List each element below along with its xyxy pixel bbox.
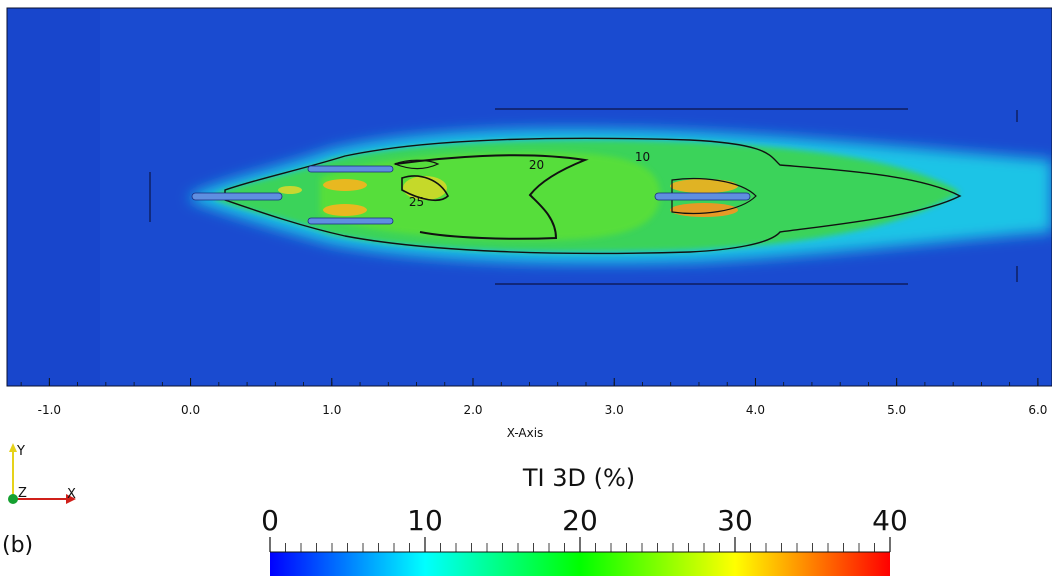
triad-y-label: Y bbox=[16, 444, 25, 459]
contour-label-10: 10 bbox=[635, 150, 650, 164]
turbine-1-nacelle bbox=[192, 193, 282, 200]
colorbar-label: 40 bbox=[872, 504, 908, 537]
colorbar-label: 30 bbox=[717, 504, 753, 537]
x-tick-label: -1.0 bbox=[38, 403, 61, 417]
x-tick-label: 6.0 bbox=[1028, 403, 1047, 417]
hot-spot-upper-2 bbox=[670, 179, 738, 193]
colorbar-label: 0 bbox=[261, 504, 279, 537]
x-tick-label: 2.0 bbox=[463, 403, 482, 417]
triad-origin bbox=[8, 494, 18, 504]
triad-z-label: Z bbox=[18, 486, 27, 501]
turbine-1-lower-blade bbox=[308, 218, 393, 224]
colorbar: 0 10 20 30 40 bbox=[261, 504, 908, 576]
orientation-axes: Y Z X bbox=[8, 443, 76, 504]
colorbar-ramp bbox=[270, 552, 890, 576]
x-axis-title: X-Axis bbox=[507, 426, 544, 440]
x-tick-label: 0.0 bbox=[181, 403, 200, 417]
x-tick-label: 5.0 bbox=[887, 403, 906, 417]
wake-inner bbox=[320, 152, 660, 241]
contour-label-25: 25 bbox=[409, 195, 424, 209]
colorbar-title: TI 3D (%) bbox=[522, 464, 635, 492]
turbine-2-nacelle bbox=[655, 193, 750, 200]
hot-spot-small-1 bbox=[278, 186, 302, 194]
colorbar-label: 20 bbox=[562, 504, 598, 537]
hot-spot-upper-1 bbox=[323, 179, 367, 191]
contour-label-20: 20 bbox=[529, 158, 544, 172]
colorbar-label: 10 bbox=[407, 504, 443, 537]
triad-x-label: X bbox=[67, 487, 76, 502]
x-tick-label: 3.0 bbox=[605, 403, 624, 417]
field-layer bbox=[7, 8, 1052, 386]
hot-spot-lower-1 bbox=[323, 204, 367, 216]
x-tick-label: 4.0 bbox=[746, 403, 765, 417]
panel-label: (b) bbox=[2, 533, 33, 558]
triad-y-arrow bbox=[9, 443, 17, 452]
x-tick-label: 1.0 bbox=[322, 403, 341, 417]
turbine-1-upper-blade bbox=[308, 166, 393, 172]
